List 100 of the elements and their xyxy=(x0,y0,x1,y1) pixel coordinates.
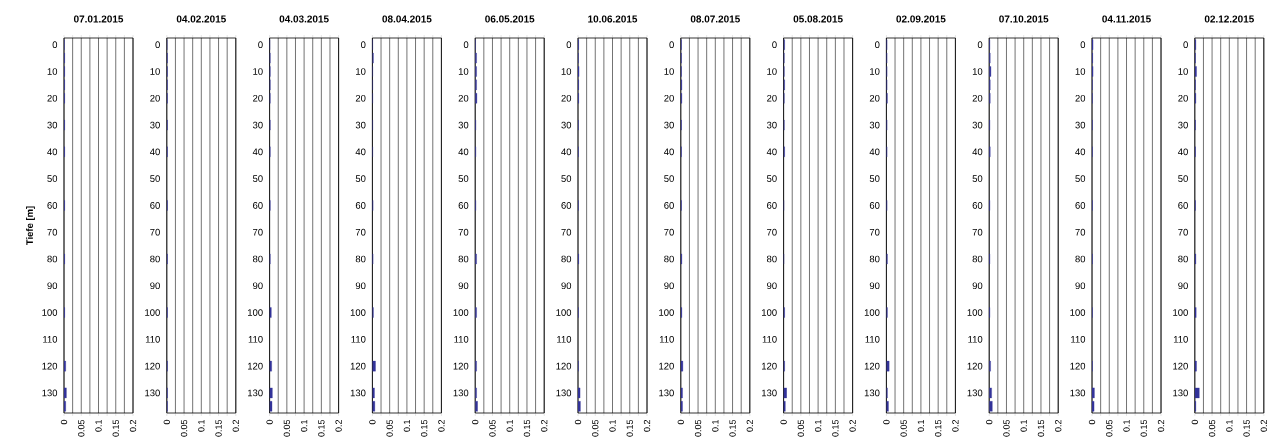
x-tick-label: 0.05 xyxy=(180,419,188,437)
y-tick-label: 20 xyxy=(767,94,777,102)
y-tick-label: 80 xyxy=(869,255,880,263)
y-tick-label: 50 xyxy=(869,175,880,182)
y-tick-label: 10 xyxy=(356,68,366,75)
y-tick-label: 80 xyxy=(47,255,58,263)
y-tick-label: 50 xyxy=(561,175,572,182)
x-tick-label: 0.1 xyxy=(917,419,925,432)
y-tick-label: 20 xyxy=(47,94,58,102)
y-tick-label: 130 xyxy=(42,389,58,397)
x-tick-label: 0.1 xyxy=(1020,419,1027,432)
y-tick-label: 30 xyxy=(972,121,983,129)
y-tick-label: 110 xyxy=(145,335,160,343)
x-tick-label: 0.15 xyxy=(1037,419,1045,437)
y-tick-label: 120 xyxy=(145,362,160,370)
y-tick-label: 90 xyxy=(767,282,777,290)
y-tick-label: 100 xyxy=(762,309,777,316)
y-tick-label: 80 xyxy=(355,255,366,263)
x-tick-label: 0.05 xyxy=(592,419,599,437)
x-tick-label: 0 xyxy=(574,419,582,425)
chart-title: 08.07.2015 xyxy=(690,15,740,23)
x-tick-label: 0.15 xyxy=(832,419,839,437)
y-tick-label: 130 xyxy=(145,389,160,397)
y-tick-label: 10 xyxy=(561,68,572,75)
y-tick-label: 120 xyxy=(556,362,572,370)
chart-title: 04.02.2015 xyxy=(176,15,226,23)
y-tick-label: 130 xyxy=(1070,389,1086,397)
y-tick-label: 40 xyxy=(47,148,58,156)
y-tick-label: 20 xyxy=(253,94,263,102)
x-tick-label: 0.2 xyxy=(1055,419,1062,432)
x-tick-label: 0 xyxy=(986,419,993,425)
chart-title: 08.04.2015 xyxy=(382,15,432,23)
y-tick-label: 0 xyxy=(463,41,469,49)
x-tick-label: 0.05 xyxy=(1208,419,1216,437)
y-tick-label: 130 xyxy=(762,389,777,397)
y-tick-label: 30 xyxy=(766,121,777,129)
y-tick-label: 110 xyxy=(351,335,366,343)
y-tick-label: 90 xyxy=(252,282,263,290)
y-tick-label: 60 xyxy=(1075,202,1086,209)
y-tick-label: 10 xyxy=(458,68,469,75)
y-tick-label: 80 xyxy=(458,255,469,263)
y-tick-label: 80 xyxy=(252,255,263,263)
x-tick-label: 0.1 xyxy=(403,419,411,432)
x-tick-label: 0 xyxy=(472,419,479,425)
y-tick-label: 120 xyxy=(1173,362,1188,370)
y-tick-label: 120 xyxy=(1070,362,1086,370)
y-tick-label: 90 xyxy=(561,282,572,290)
y-tick-label: 120 xyxy=(453,362,469,370)
y-tick-label: 60 xyxy=(767,202,777,209)
x-tick-label: 0 xyxy=(369,419,376,425)
y-tick-label: 120 xyxy=(350,362,366,370)
y-tick-label: 110 xyxy=(1071,335,1086,343)
y-tick-label: 130 xyxy=(1173,389,1188,397)
y-axis-title: Tiefe [m] xyxy=(26,206,35,246)
x-tick-label: 0.15 xyxy=(215,419,222,437)
x-tick-label: 0.2 xyxy=(849,419,856,432)
x-tick-label: 0.2 xyxy=(1260,419,1267,432)
y-tick-label: 130 xyxy=(864,389,880,397)
y-tick-label: 100 xyxy=(42,309,58,316)
y-tick-label: 70 xyxy=(355,228,366,236)
y-tick-label: 30 xyxy=(150,121,160,129)
y-tick-label: 70 xyxy=(561,228,572,236)
y-tick-label: 60 xyxy=(664,202,674,209)
y-tick-label: 100 xyxy=(967,309,983,316)
x-tick-label: 0.15 xyxy=(1140,419,1147,437)
y-tick-label: 20 xyxy=(664,94,674,102)
y-tick-label: 110 xyxy=(248,335,263,343)
y-tick-label: 60 xyxy=(1178,202,1188,209)
y-tick-label: 50 xyxy=(972,175,983,182)
y-tick-label: 0 xyxy=(875,41,880,49)
x-tick-label: 0.2 xyxy=(129,419,137,432)
x-tick-label: 0.15 xyxy=(112,419,119,437)
y-tick-label: 90 xyxy=(47,282,58,290)
y-tick-label: 120 xyxy=(248,362,263,370)
x-tick-label: 0 xyxy=(780,419,787,425)
y-tick-label: 50 xyxy=(1075,175,1086,182)
y-tick-label: 10 xyxy=(1178,68,1188,75)
x-tick-label: 0.15 xyxy=(318,419,325,437)
y-tick-label: 80 xyxy=(150,255,160,263)
y-tick-label: 130 xyxy=(967,389,983,397)
y-tick-label: 110 xyxy=(43,335,58,343)
x-tick-label: 0.15 xyxy=(934,419,942,437)
y-tick-label: 50 xyxy=(355,175,366,182)
y-tick-label: 20 xyxy=(458,94,469,102)
y-tick-label: 0 xyxy=(669,41,674,49)
y-tick-label: 90 xyxy=(150,282,160,290)
y-tick-label: 80 xyxy=(561,255,572,263)
y-tick-label: 110 xyxy=(659,335,674,343)
x-tick-label: 0 xyxy=(60,419,68,425)
y-tick-label: 70 xyxy=(253,228,263,236)
y-tick-label: 130 xyxy=(453,389,469,397)
y-tick-label: 100 xyxy=(350,309,366,316)
y-tick-label: 130 xyxy=(248,389,263,397)
y-tick-label: 60 xyxy=(150,202,160,209)
x-tick-label: 0.1 xyxy=(1226,419,1233,432)
y-tick-label: 20 xyxy=(869,94,880,102)
y-tick-label: 40 xyxy=(252,148,263,156)
x-tick-label: 0.05 xyxy=(1106,419,1113,437)
y-tick-label: 50 xyxy=(252,175,263,182)
chart-title: 05.08.2015 xyxy=(793,15,843,23)
